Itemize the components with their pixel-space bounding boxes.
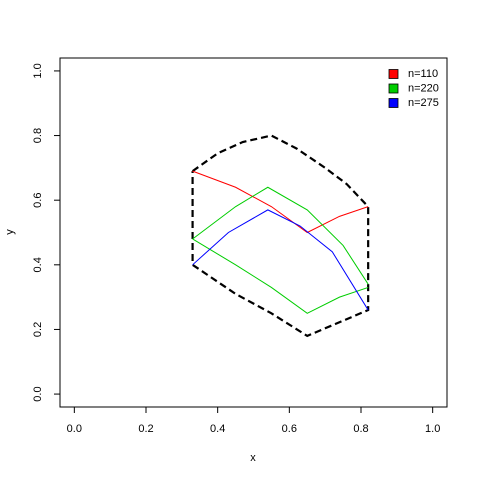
y-tick-label: 0.0	[32, 386, 44, 401]
series-line	[192, 186, 369, 285]
series-line	[192, 209, 369, 311]
y-tick-label: 0.4	[32, 257, 44, 272]
x-tick-label: 0.6	[282, 423, 297, 435]
x-tick-label: 0.2	[138, 423, 153, 435]
x-tick-label: 0.4	[210, 423, 225, 435]
y-tick-label: 0.2	[32, 322, 44, 337]
y-tick-label: 0.6	[32, 193, 44, 208]
legend-swatch	[388, 98, 399, 108]
legend-label: n=275	[408, 97, 439, 109]
legend-label: n=220	[408, 82, 439, 94]
series-line	[192, 170, 369, 234]
x-tick-label: 1.0	[425, 423, 440, 435]
y-tick-label: 1.0	[32, 63, 44, 78]
series-line	[192, 238, 369, 314]
y-tick-label: 0.8	[32, 128, 44, 143]
x-tick-label: 0.0	[67, 423, 82, 435]
plot-frame	[59, 57, 448, 408]
boundary-line	[191, 134, 370, 338]
x-tick-label: 0.8	[353, 423, 368, 435]
legend-swatch	[388, 69, 399, 79]
legend-label: n=110	[408, 68, 438, 80]
y-axis-label: y	[4, 229, 16, 235]
x-axis-label: x	[250, 452, 256, 464]
legend-swatch	[388, 83, 399, 94]
